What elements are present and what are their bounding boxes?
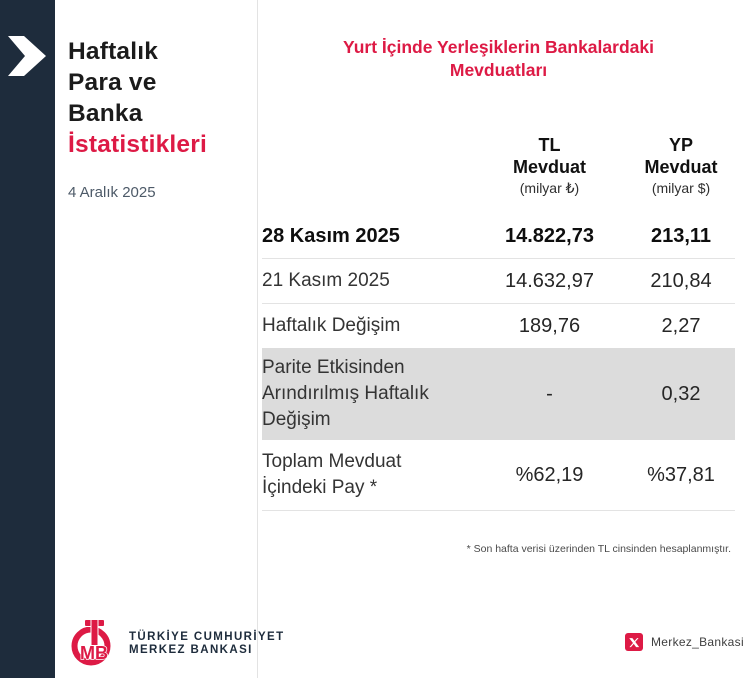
row-value-tl: %62,19 <box>515 463 584 486</box>
column-header-tl-name: TL Mevduat <box>512 135 586 177</box>
row-value-tl: 189,76 <box>518 314 581 337</box>
page-title-line: Haftalık <box>68 38 159 65</box>
row-label: Toplam Mevduat İçindeki Pay * <box>262 451 402 498</box>
table-title-line1: Yurt İçinde Yerleşiklerin Bankalardaki <box>343 37 654 57</box>
table-header-row: TL Mevduat (milyar ₺) YP Mevduat (milyar… <box>262 134 735 198</box>
table-title-line2: Mevduatları <box>449 60 548 80</box>
row-value-yp: 213,11 <box>650 224 712 247</box>
publication-date: 4 Aralık 2025 <box>68 184 156 201</box>
page-title-line: Para ve <box>68 69 157 96</box>
footnote: * Son hafta verisi üzerinden TL cinsinde… <box>466 543 731 555</box>
table-row-latest-week: 28 Kasım 2025 14.822,73 213,11 <box>262 214 735 259</box>
row-value-tl: 14.822,73 <box>505 224 594 247</box>
svg-text:MB: MB <box>80 643 108 663</box>
column-header-tl-unit: (milyar ₺) <box>519 180 580 196</box>
row-label: Parite Etkisinden Arındırılmış Haftalık … <box>262 357 429 430</box>
table-title: Yurt İçinde Yerleşiklerin Bankalardaki M… <box>262 36 735 82</box>
table-row-share-of-total: Toplam Mevduat İçindeki Pay * %62,19 %37… <box>262 440 735 511</box>
column-header-yp-unit: (milyar $) <box>651 180 711 196</box>
row-value-tl: - <box>546 382 553 405</box>
left-panel: Haftalık Para ve Banka İstatistikleri 4 … <box>68 36 254 201</box>
social-handle-block: Merkez_Bankasi <box>625 633 744 651</box>
table-row-weekly-change: Haftalık Değişim 189,76 2,27 <box>262 304 735 348</box>
social-handle: Merkez_Bankasi <box>651 635 744 649</box>
deposits-table: TL Mevduat (milyar ₺) YP Mevduat (milyar… <box>262 134 735 511</box>
table-row-parity-adjusted-change: Parite Etkisinden Arındırılmış Haftalık … <box>262 348 735 440</box>
page-title-line: Banka <box>68 100 143 127</box>
panel-divider <box>257 0 258 678</box>
column-header-yp-name: YP Mevduat <box>644 135 718 177</box>
sidebar-accent-bar <box>0 0 55 678</box>
bank-name-line2: MERKEZ BANKASI <box>129 644 253 656</box>
chevron-right-icon <box>8 36 46 76</box>
x-twitter-icon <box>625 633 643 651</box>
page-title: Haftalık Para ve Banka İstatistikleri <box>68 36 254 160</box>
tcmb-logo: MB <box>71 619 111 666</box>
row-value-yp: 0,32 <box>661 382 701 405</box>
brand-footer: MB TÜRKİYE CUMHURİYET MERKEZ BANKASI <box>68 618 285 670</box>
row-label: 21 Kasım 2025 <box>262 270 390 291</box>
bank-name: TÜRKİYE CUMHURİYET MERKEZ BANKASI <box>129 631 285 657</box>
table-row-previous-week: 21 Kasım 2025 14.632,97 210,84 <box>262 259 735 304</box>
bank-name-line1: TÜRKİYE CUMHURİYET <box>129 631 285 643</box>
column-header-yp: YP Mevduat (milyar $) <box>627 134 735 198</box>
column-header-tl: TL Mevduat (milyar ₺) <box>472 134 627 198</box>
row-label: 28 Kasım 2025 <box>262 225 400 247</box>
row-value-yp: 210,84 <box>650 269 712 292</box>
row-value-tl: 14.632,97 <box>505 269 594 292</box>
row-value-yp: 2,27 <box>661 314 701 337</box>
row-value-yp: %37,81 <box>647 463 715 486</box>
row-label: Haftalık Değişim <box>262 315 401 336</box>
page-title-accent-line: İstatistikleri <box>68 131 207 158</box>
